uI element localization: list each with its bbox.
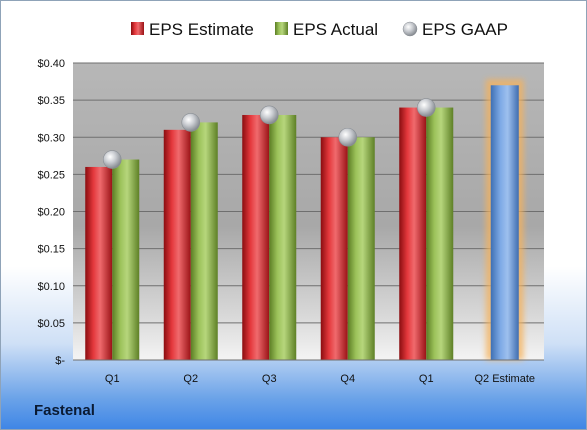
company-label: Fastenal [34, 402, 95, 419]
x-tick-label: Q2 [183, 373, 198, 385]
eps-gaap-marker [416, 98, 436, 117]
eps-estimate-bar [163, 129, 191, 360]
y-tick-label: $0.30 [37, 132, 65, 144]
legend-swatch [402, 21, 418, 37]
x-tick-label: Q3 [262, 373, 277, 385]
eps-gaap-marker [338, 127, 358, 147]
eps-estimate-bar [320, 137, 348, 360]
x-tick-label: Q2 Estimate [474, 373, 535, 385]
eps-gaap-marker [181, 113, 201, 132]
legend-label: EPS GAAP [422, 20, 508, 39]
eps-actual-bar [269, 114, 297, 360]
y-tick-label: $0.20 [37, 207, 65, 219]
x-tick-label: Q1 [419, 373, 434, 385]
y-tick-label: $0.35 [37, 95, 65, 107]
eps-gaap-marker [259, 105, 279, 125]
eps-gaap-marker [102, 150, 122, 169]
eps-estimate-bar [242, 114, 270, 360]
eps-actual-bar [190, 122, 218, 361]
x-tick-label: Q4 [340, 373, 355, 385]
legend-label: EPS Estimate [149, 20, 254, 39]
y-tick-label: $0.25 [37, 169, 65, 181]
legend-swatch [275, 22, 288, 35]
y-tick-label: $0.40 [37, 58, 65, 70]
y-tick-label: $0.05 [37, 318, 65, 330]
legend-swatch [131, 22, 144, 35]
eps-estimate-bar [85, 166, 113, 360]
eps-forecast-bar [490, 85, 519, 361]
eps-actual-bar [426, 107, 454, 360]
x-tick-label: Q1 [105, 373, 120, 385]
y-tick-label: $0.15 [37, 244, 65, 256]
eps-actual-bar [347, 137, 375, 360]
eps-estimate-bar [399, 107, 427, 360]
legend-label: EPS Actual [293, 20, 378, 39]
y-tick-label: $0.10 [37, 281, 65, 293]
eps-actual-bar [112, 159, 140, 360]
y-tick-label: $- [55, 355, 65, 367]
